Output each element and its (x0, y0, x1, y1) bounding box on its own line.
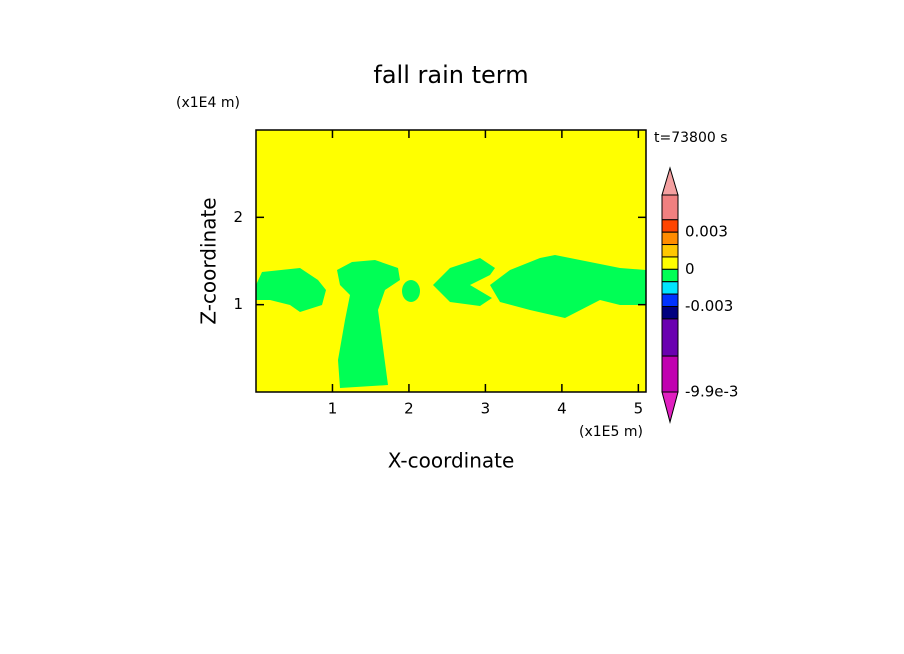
contour-region (433, 258, 495, 306)
x-tick-label: 1 (328, 400, 338, 418)
colorbar-box (661, 256, 679, 270)
colorbar-box (661, 268, 679, 283)
colorbar-box (661, 281, 679, 295)
colorbar-box (661, 318, 679, 357)
x-tick-label: 2 (404, 400, 414, 418)
annotation: t=73800 s (654, 130, 728, 146)
colorbar-tick-label: 0 (685, 260, 695, 278)
y-axis-label: Z-coordinate (197, 197, 221, 324)
x-tick-label: 4 (557, 400, 567, 418)
contour-regions (256, 255, 646, 388)
colorbar-box (661, 231, 679, 246)
x-unit: (x1E5 m) (579, 424, 643, 440)
colorbar-tick-label: 0.003 (685, 223, 728, 241)
y-unit: (x1E4 m) (176, 95, 240, 111)
colorbar-box (661, 355, 679, 393)
colorbar-box (661, 194, 679, 221)
contour-region (490, 255, 646, 318)
contour-region (337, 260, 400, 388)
plot-background (256, 130, 646, 392)
contour-region (402, 280, 420, 302)
y-tick-label: 1 (233, 295, 243, 313)
x-tick-label: 3 (481, 400, 491, 418)
x-tick-label: 5 (634, 400, 644, 418)
colorbar-under (661, 391, 679, 424)
colorbar-over (661, 166, 679, 196)
colorbar-box (661, 244, 679, 258)
chart-title: fall rain term (373, 61, 528, 89)
colorbar-box (661, 293, 679, 308)
contour-region (256, 268, 326, 312)
colorbar-box (661, 306, 679, 320)
colorbar-tick-label: -0.003 (685, 297, 733, 315)
plot-frame (255, 129, 647, 393)
colorbar-tick-label: -9.9e-3 (685, 383, 738, 401)
x-axis-label: X-coordinate (388, 449, 515, 473)
colorbar-box (661, 219, 679, 233)
y-tick-label: 2 (233, 208, 243, 226)
